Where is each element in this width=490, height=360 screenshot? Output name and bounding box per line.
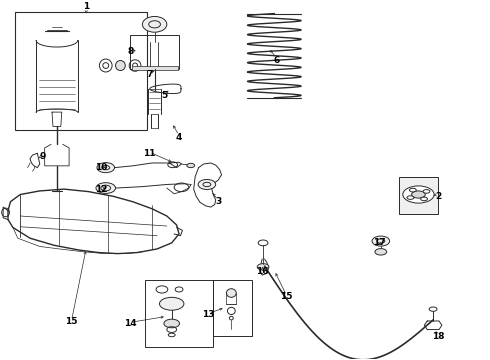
Text: 9: 9 (39, 152, 46, 161)
Ellipse shape (97, 163, 115, 173)
Ellipse shape (198, 179, 216, 189)
Ellipse shape (159, 297, 184, 310)
Text: 8: 8 (127, 47, 133, 56)
Ellipse shape (143, 17, 167, 32)
Text: 10: 10 (95, 163, 107, 172)
Text: 1: 1 (83, 2, 89, 11)
Text: 7: 7 (147, 70, 153, 79)
Text: 14: 14 (124, 319, 137, 328)
Text: 4: 4 (176, 133, 182, 142)
Ellipse shape (403, 186, 434, 203)
Ellipse shape (420, 197, 427, 201)
Ellipse shape (407, 196, 414, 199)
Bar (145, 280, 213, 347)
Ellipse shape (412, 191, 425, 198)
Bar (130, 35, 179, 69)
Text: 15: 15 (65, 317, 78, 326)
Ellipse shape (410, 188, 416, 192)
Bar (15, 12, 147, 130)
Ellipse shape (372, 236, 390, 246)
Text: 3: 3 (215, 197, 221, 206)
Text: 6: 6 (273, 56, 280, 65)
Text: 5: 5 (161, 91, 168, 100)
Ellipse shape (96, 183, 116, 193)
Text: 16: 16 (256, 267, 269, 276)
Ellipse shape (187, 163, 195, 168)
Text: 2: 2 (435, 192, 441, 201)
Ellipse shape (257, 264, 269, 270)
Text: 15: 15 (280, 292, 293, 301)
Text: 13: 13 (202, 310, 215, 319)
Ellipse shape (164, 319, 179, 328)
Bar (399, 177, 438, 214)
Text: 18: 18 (432, 332, 444, 341)
Ellipse shape (116, 60, 125, 71)
Text: 11: 11 (144, 149, 156, 158)
Bar (213, 280, 252, 336)
Ellipse shape (423, 190, 430, 193)
Text: 12: 12 (95, 185, 107, 194)
Ellipse shape (375, 249, 387, 255)
Ellipse shape (226, 289, 236, 297)
Bar (132, 66, 178, 70)
Text: 17: 17 (373, 238, 386, 247)
